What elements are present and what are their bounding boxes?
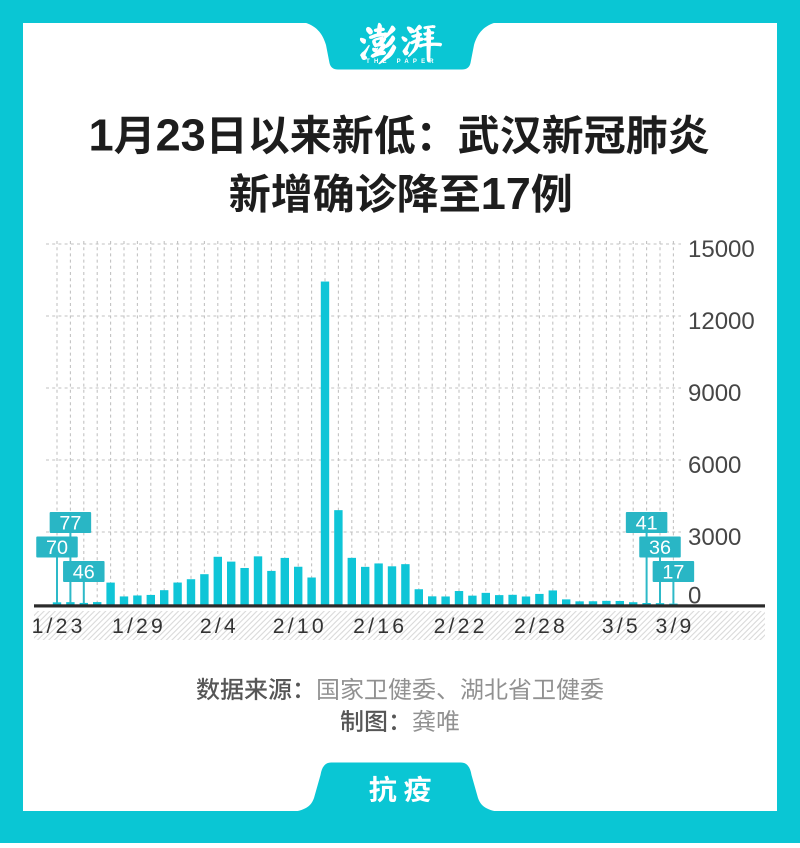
svg-text:3/9: 3/9 <box>655 615 694 638</box>
svg-text:12000: 12000 <box>688 308 755 335</box>
svg-text:1/29: 1/29 <box>112 615 166 638</box>
svg-text:70: 70 <box>46 537 68 559</box>
svg-text:2/4: 2/4 <box>200 615 239 638</box>
svg-text:2/28: 2/28 <box>514 615 568 638</box>
svg-text:2/10: 2/10 <box>273 615 327 638</box>
svg-text:3/5: 3/5 <box>602 615 641 638</box>
svg-text:2/16: 2/16 <box>353 615 407 638</box>
svg-text:15000: 15000 <box>688 236 755 263</box>
svg-text:0: 0 <box>688 583 701 610</box>
svg-text:6000: 6000 <box>688 452 741 479</box>
svg-text:17: 17 <box>662 561 684 583</box>
svg-text:3000: 3000 <box>688 524 741 551</box>
svg-text:THE PAPER: THE PAPER <box>366 59 438 65</box>
svg-text:9000: 9000 <box>688 380 741 407</box>
svg-text:2/22: 2/22 <box>434 615 488 638</box>
svg-text:1/23: 1/23 <box>32 615 86 638</box>
svg-text:77: 77 <box>59 512 81 534</box>
svg-text:36: 36 <box>649 537 671 559</box>
svg-text:41: 41 <box>636 512 658 534</box>
svg-text:46: 46 <box>73 561 95 583</box>
